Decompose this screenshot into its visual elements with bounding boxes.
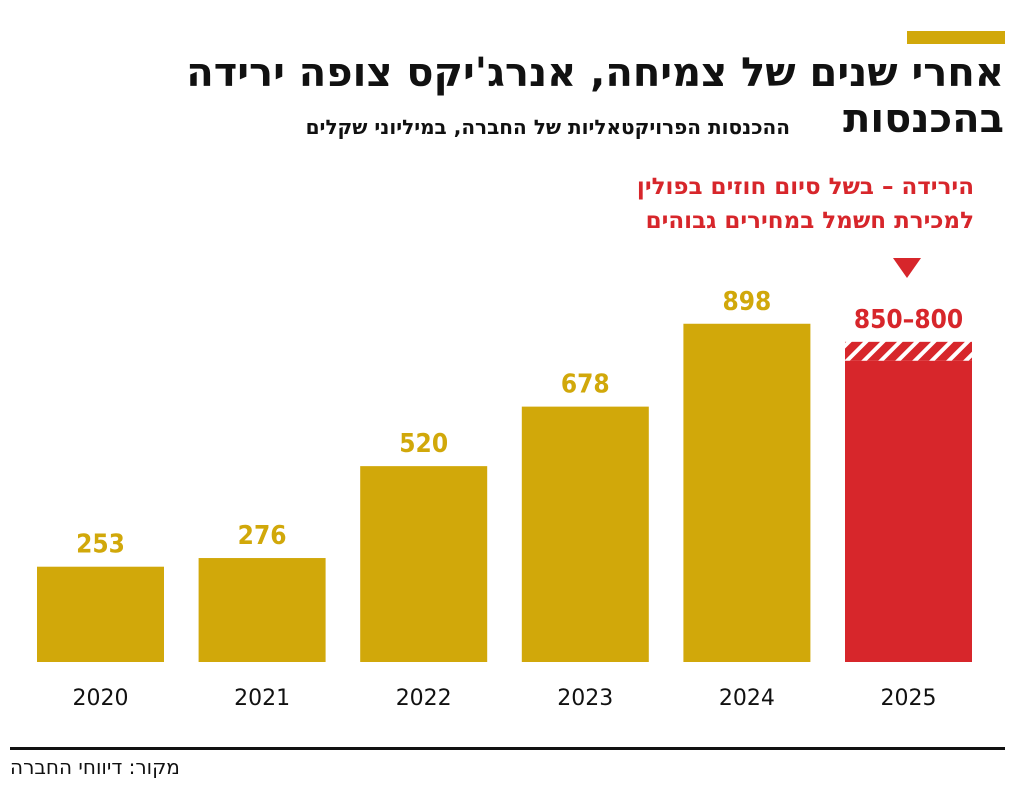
forecast-annotation: הירידה – בשל סיום חוזים בפולין למכירת חש…: [514, 170, 974, 238]
chart-title: אחרי שנים של צמיחה, אנרג'יקס צופה ירידה …: [186, 50, 1004, 142]
value-label-2025: 850–800: [854, 305, 963, 335]
bar-2021: [198, 558, 326, 662]
down-triangle-icon: [893, 258, 921, 278]
x-tick-2020: 2020: [73, 686, 129, 711]
source-note: מקור: דיווחי החברה: [10, 755, 180, 779]
bar-2023: [521, 406, 649, 662]
bar-2025: [845, 360, 972, 662]
value-label-2021: 276: [238, 521, 287, 551]
bar-2022: [360, 466, 488, 662]
annotation-line-1: הירידה – בשל סיום חוזים בפולין: [636, 174, 974, 200]
value-label-2020: 253: [76, 530, 125, 560]
bar-2020: [37, 566, 164, 662]
bar-2024: [683, 323, 811, 662]
value-label-2023: 678: [561, 370, 610, 400]
footer-rule: [10, 747, 1005, 750]
bar-2025-range-hatch: [845, 341, 972, 361]
x-tick-2025: 2025: [881, 686, 937, 711]
x-tick-2023: 2023: [557, 686, 613, 711]
value-label-2024: 898: [722, 287, 771, 317]
title-accent-bar: [907, 31, 1005, 44]
annotation-line-2: למכירת חשמל במחירים גבוהים: [645, 208, 974, 234]
x-tick-2022: 2022: [396, 686, 452, 711]
value-label-2022: 520: [399, 429, 448, 459]
x-tick-2021: 2021: [234, 686, 290, 711]
chart-subtitle: ההכנסות הפרויקטאליות של החברה, במיליוני …: [305, 115, 790, 139]
x-tick-2024: 2024: [719, 686, 775, 711]
